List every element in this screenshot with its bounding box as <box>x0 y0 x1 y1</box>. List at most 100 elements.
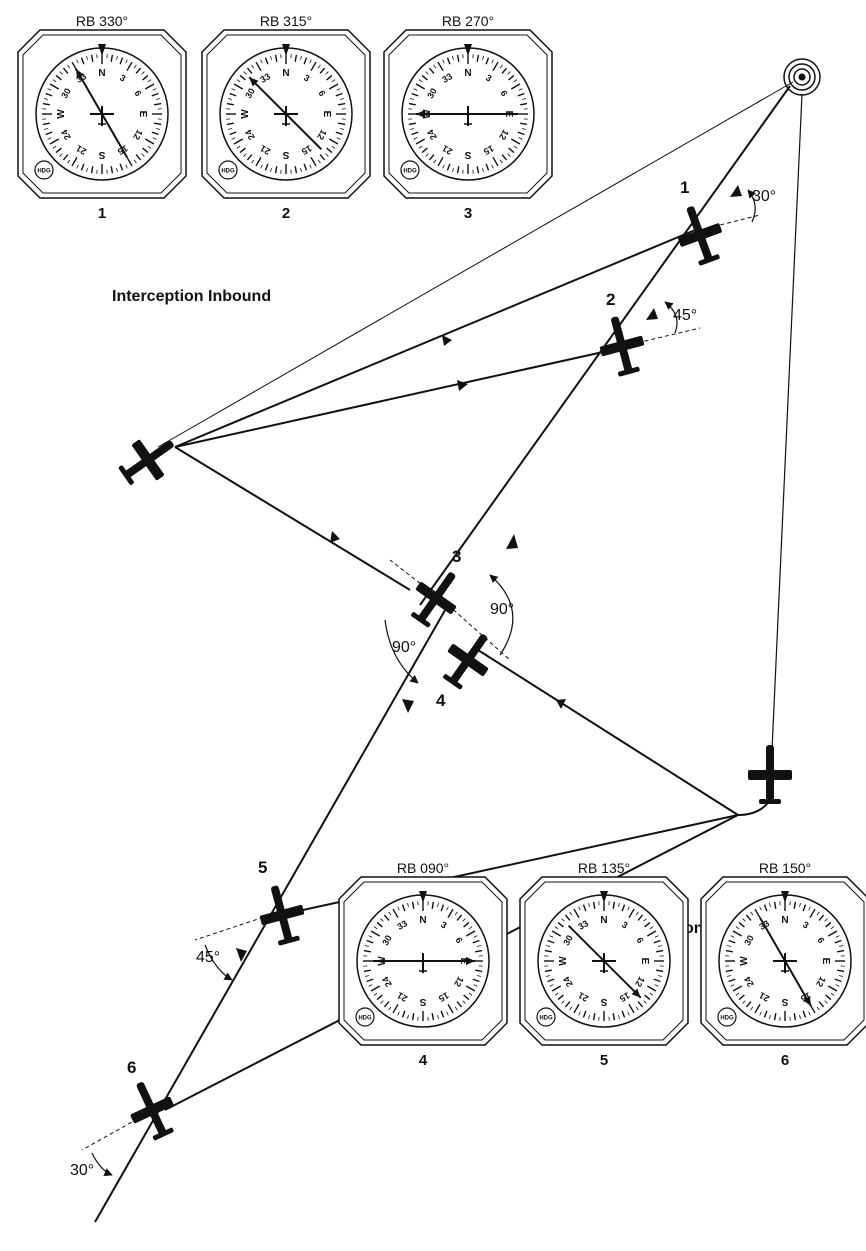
rbi-cardinal-north: N <box>98 68 105 79</box>
needle-head-icon <box>631 988 641 998</box>
lubber-mark-icon <box>282 44 290 56</box>
rbi-number: 4 <box>419 1052 428 1069</box>
lubber-mark-icon <box>464 44 472 56</box>
rbi-label: RB 270° <box>442 13 494 29</box>
rbi-dial-number: 3 <box>620 919 629 930</box>
rbi-dial-number: 12 <box>315 128 329 142</box>
rbi-label: RB 090° <box>397 860 449 876</box>
rbi-dial-number: 30 <box>243 86 257 100</box>
rbi-label: RB 135° <box>578 860 630 876</box>
hdg-knob-icon <box>355 1007 375 1027</box>
rbi-dial-number: 30 <box>742 933 756 947</box>
rbi-dial-number: 30 <box>425 86 439 100</box>
hdg-knob-label: HDG <box>37 169 51 175</box>
airplane-start-inbound <box>111 424 186 495</box>
lubber-mark-icon <box>98 44 106 56</box>
angle-label-5: 45° <box>196 949 220 966</box>
airplane-3 <box>401 560 472 635</box>
rbi-cardinal-west: W <box>240 109 251 119</box>
lubber-mark-icon <box>781 891 789 903</box>
needle-head-icon <box>416 110 425 118</box>
rbi-cardinal-west: W <box>56 109 67 119</box>
rbi-dial-number: 30 <box>561 933 575 947</box>
track-to-2 <box>174 349 613 448</box>
rbi-cardinal-south: S <box>98 149 105 160</box>
rbi-bezel-inner <box>206 34 366 194</box>
rbi-dial-number: 6 <box>498 89 509 98</box>
rbi-dial-number: 12 <box>633 975 647 989</box>
hdg-knob-icon <box>717 1007 737 1027</box>
airplane-5 <box>252 880 311 949</box>
hdg-knob-icon <box>218 160 238 180</box>
airplane-start-outbound <box>748 745 792 804</box>
rbi-cardinal-east: E <box>639 958 650 965</box>
hdg-knob-label: HDG <box>539 1016 553 1022</box>
hdg-knob-icon <box>536 1007 556 1027</box>
rbi-bezel-inner <box>524 881 684 1041</box>
rbi-cardinal-south: S <box>781 996 788 1007</box>
rbi-number: 6 <box>781 1052 789 1069</box>
rbi-dial-number: 6 <box>453 936 464 945</box>
rbi-indicator-1: RB 330°1NESW36121521243033HDG <box>17 13 187 222</box>
rbi-label: RB 315° <box>260 13 312 29</box>
airplane-1 <box>669 199 731 270</box>
rbi-cardinal-east: E <box>820 958 831 965</box>
rbi-dial-number: 21 <box>440 143 454 157</box>
rbi-cardinal-south: S <box>600 996 607 1007</box>
rbi-dial-number: 3 <box>118 72 127 83</box>
rbi-dial-number: 30 <box>380 933 394 947</box>
bearing-line-right <box>771 93 803 751</box>
rbi-dial-number: 33 <box>258 71 272 85</box>
rbi-needle <box>567 924 642 999</box>
rbi-dial-number: 21 <box>258 143 272 157</box>
hdg-knob-label: HDG <box>720 1016 734 1022</box>
rbi-dial-number: 12 <box>131 128 145 142</box>
rbi-dial-number: 3 <box>439 919 448 930</box>
rbi-cardinal-west: W <box>558 956 569 966</box>
position-2: 2 <box>606 290 615 309</box>
needle-head-icon <box>76 68 84 79</box>
rbi-cardinal-south: S <box>282 149 289 160</box>
rbi-dial-number: 33 <box>440 71 454 85</box>
heading-inbound: Interception Inbound <box>112 288 271 305</box>
needle-head-icon <box>803 996 811 1007</box>
position-1: 1 <box>680 178 689 197</box>
hdg-knob-icon <box>34 160 54 180</box>
rbi-ticks <box>226 54 346 174</box>
track-to-4 <box>477 649 739 816</box>
rbi-indicator-6: RB 150°6NESW36121521243033HDG <box>700 860 866 1069</box>
position-4: 4 <box>436 691 446 710</box>
rbi-label: RB 150° <box>759 860 811 876</box>
hdg-knob-icon <box>400 160 420 180</box>
rbi-bezel-inner <box>705 881 865 1041</box>
rbi-dial-number: 33 <box>395 918 409 932</box>
rbi-dial-number: 24 <box>243 128 257 142</box>
lubber-mark-icon <box>419 891 427 903</box>
angle-label-3: 90° <box>490 601 514 618</box>
bearing-line-top-left <box>157 81 794 448</box>
rbi-number: 3 <box>464 205 472 222</box>
rbi-indicator-3: RB 270°3NESW36121521243033HDG <box>383 13 553 222</box>
hdg-knob-label: HDG <box>221 169 235 175</box>
rbi-cardinal-north: N <box>419 915 426 926</box>
rbi-indicators: RB 330°1NESW36121521243033HDGRB 315°2NES… <box>17 13 866 1069</box>
ndb-station-icon <box>783 58 821 96</box>
angle-label-6: 30° <box>70 1162 94 1179</box>
rbi-dial-number: 24 <box>561 975 575 989</box>
rbi-dial-number: 30 <box>59 86 73 100</box>
rbi-dial-number: 21 <box>74 143 88 157</box>
rbi-cardinal-north: N <box>464 68 471 79</box>
rbi-bezel-inner <box>388 34 548 194</box>
rbi-dial-number: 21 <box>757 990 771 1004</box>
rbi-ticks <box>408 54 528 174</box>
position-6: 6 <box>127 1058 136 1077</box>
rbi-dial-number: 21 <box>395 990 409 1004</box>
rbi-needle <box>759 917 812 1007</box>
angle-label-4: 90° <box>392 639 416 656</box>
rbi-cardinal-south: S <box>464 149 471 160</box>
rbi-dial-number: 15 <box>300 143 314 157</box>
rbi-needle <box>248 76 323 151</box>
rbi-bezel-inner <box>22 34 182 194</box>
track-to-3 <box>174 446 411 591</box>
hdg-knob-label: HDG <box>403 169 417 175</box>
